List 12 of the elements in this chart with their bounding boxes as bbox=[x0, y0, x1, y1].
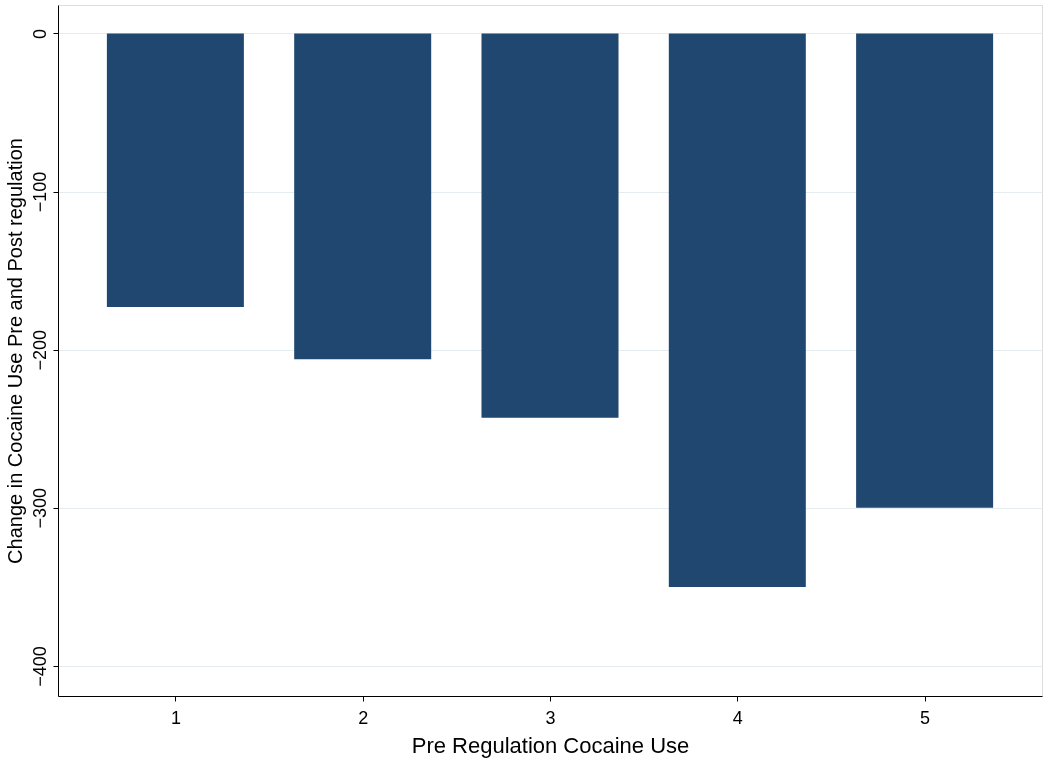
x-tick-label: 3 bbox=[545, 707, 556, 728]
x-axis-title: Pre Regulation Cocaine Use bbox=[411, 732, 690, 758]
x-tick-label: 4 bbox=[732, 707, 743, 728]
y-tick-label: 0 bbox=[29, 28, 50, 39]
x-tick-label: 5 bbox=[920, 707, 931, 728]
x-tick-label: 2 bbox=[358, 707, 369, 728]
x-tick-label: 1 bbox=[170, 707, 181, 728]
y-tick-label: −300 bbox=[29, 488, 50, 529]
y-tick-label: −400 bbox=[29, 646, 50, 687]
y-tick-label: −200 bbox=[29, 329, 50, 371]
y-axis-title: Change in Cocaine Use Pre and Post regulation bbox=[3, 138, 26, 564]
y-tick-label: −100 bbox=[29, 171, 50, 213]
